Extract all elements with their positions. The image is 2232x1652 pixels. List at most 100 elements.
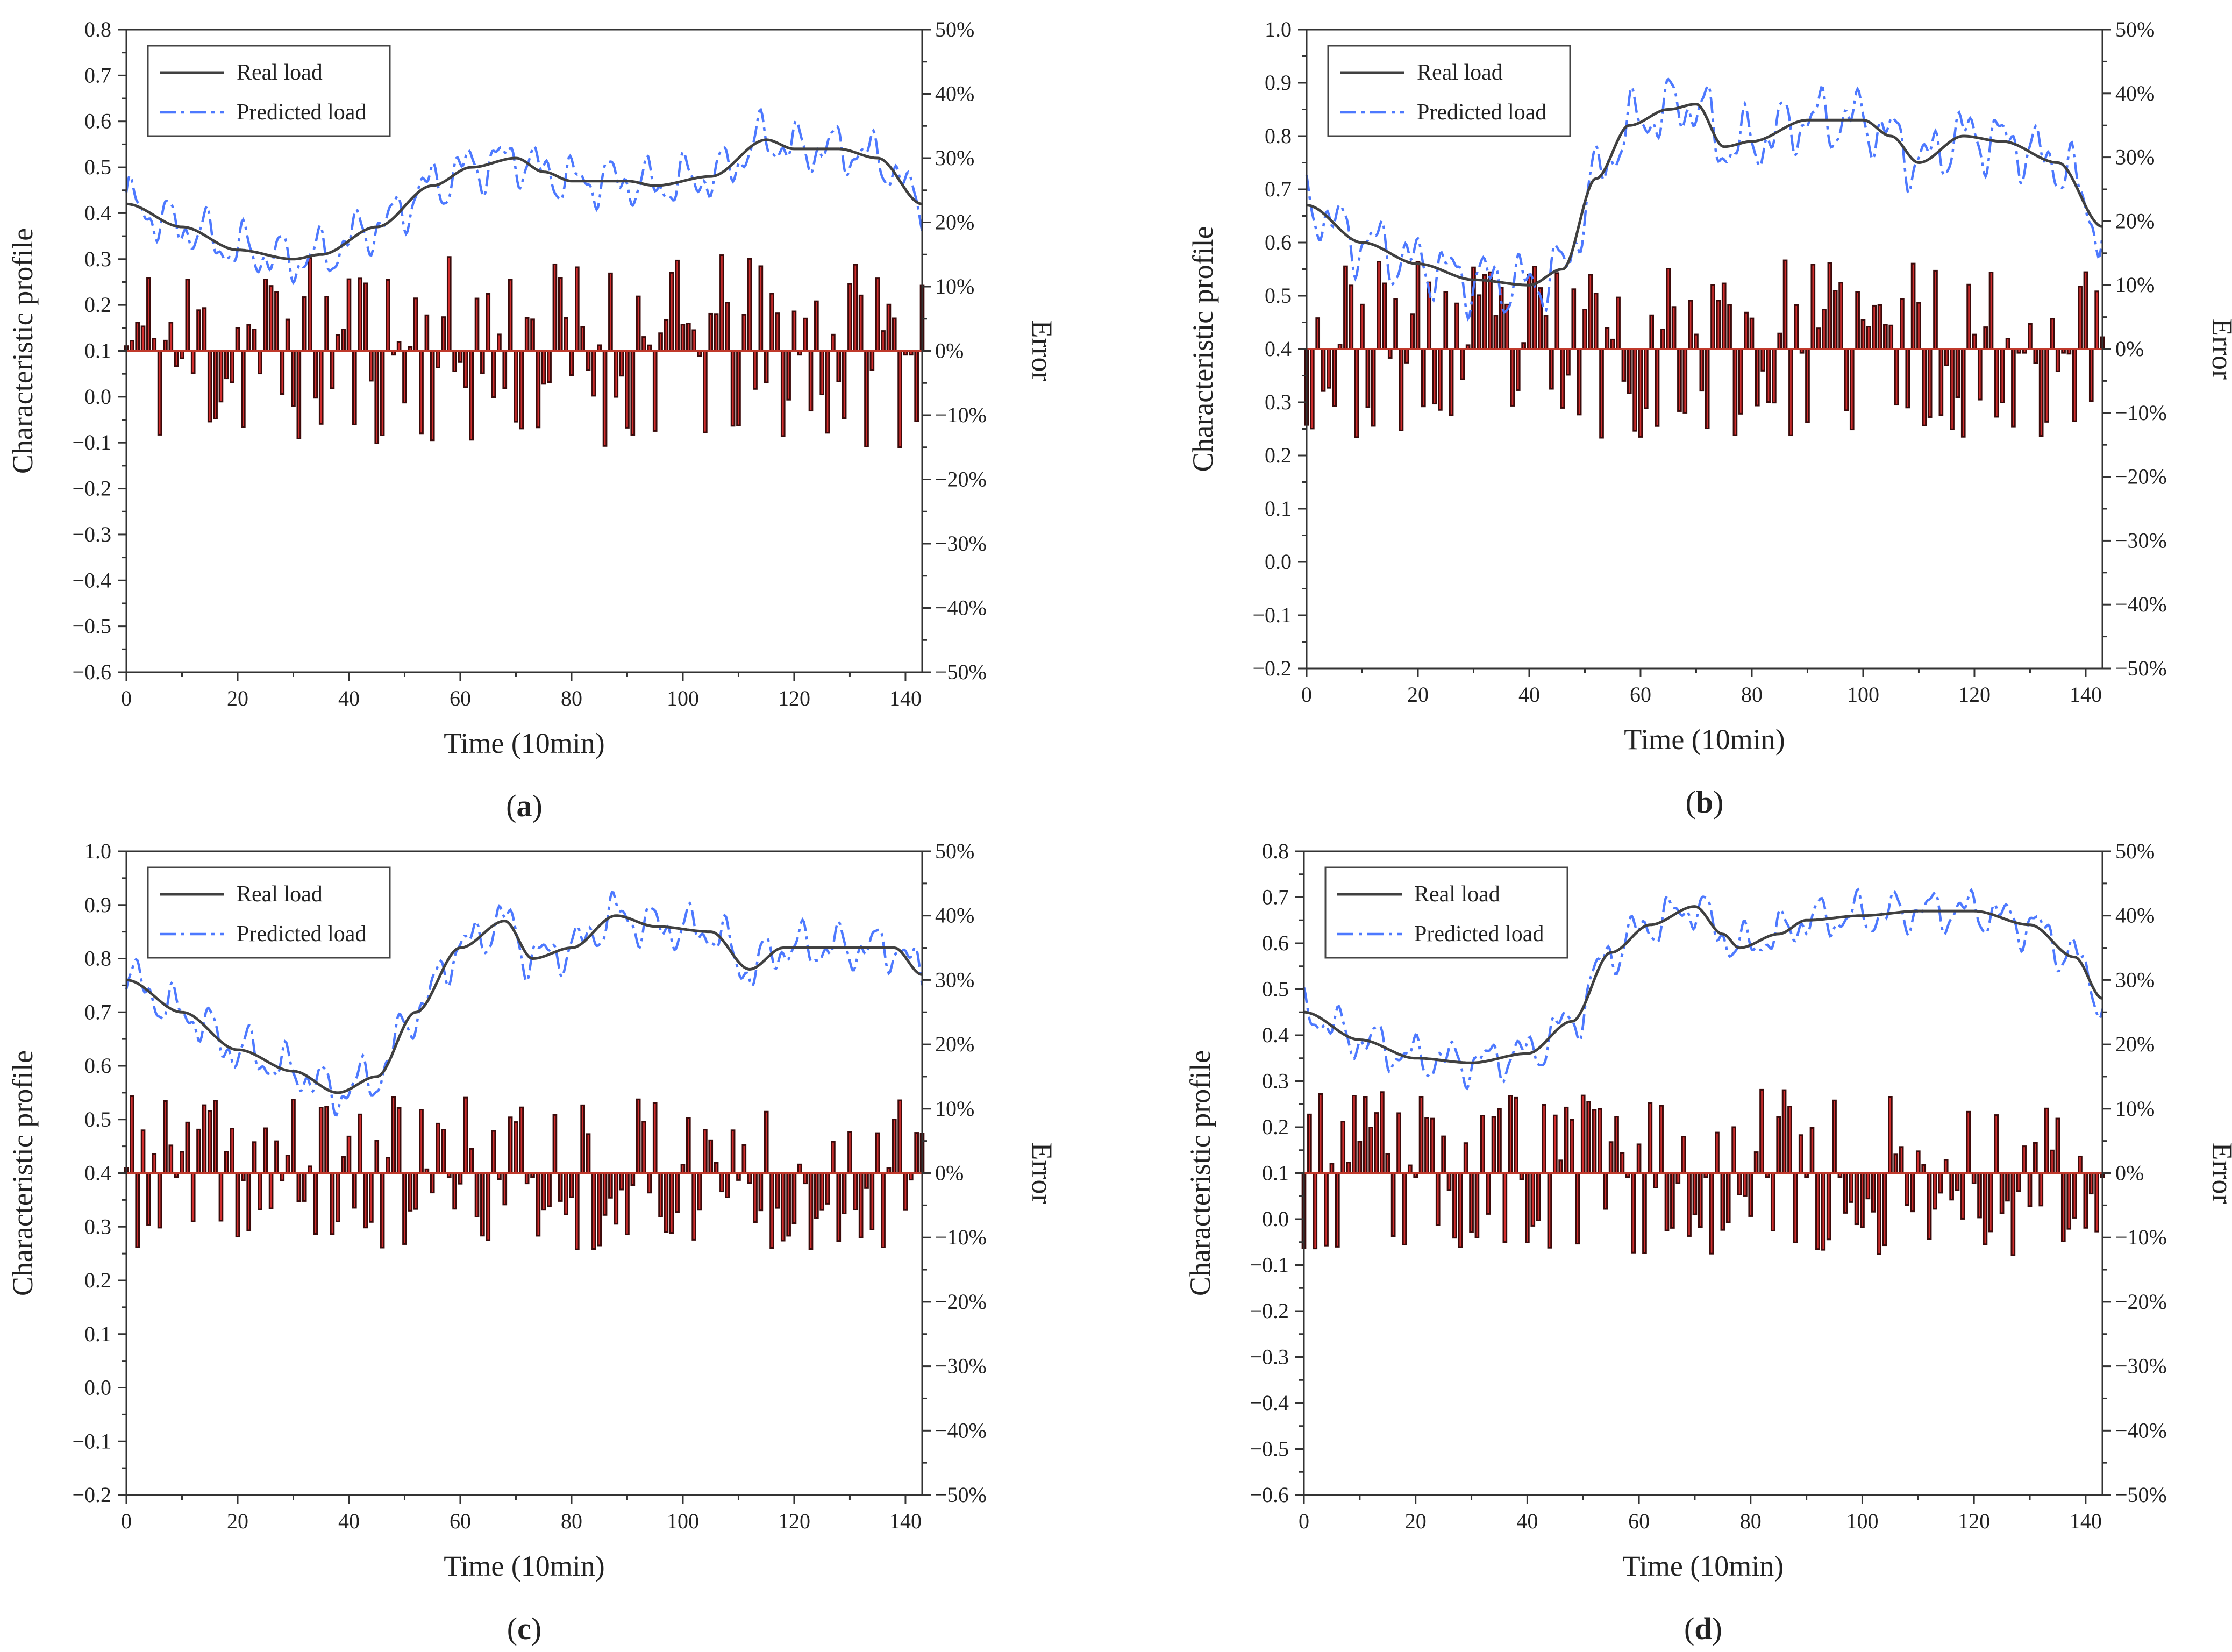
y-axis-right: −50% −40% −30% −20% −10% 0% 10% 20% 30% 40% 50% <box>922 839 987 1507</box>
error-bar <box>725 1172 730 1198</box>
error-bar <box>1671 306 1677 350</box>
error-bar <box>436 350 440 368</box>
error-bar <box>1743 1172 1748 1197</box>
legend: Real load Predicted load <box>147 866 391 959</box>
error-bar <box>163 1100 168 1174</box>
error-bar <box>308 257 312 352</box>
error-bar <box>514 1121 518 1174</box>
error-bar <box>564 1172 568 1215</box>
error-bar <box>630 350 636 436</box>
error-bar <box>597 1172 602 1247</box>
error-bar <box>202 1104 207 1174</box>
error-bar <box>819 350 825 395</box>
error-bar <box>335 1172 340 1222</box>
error-bar <box>881 1172 886 1248</box>
x-tick-label: 80 <box>1740 1509 1762 1533</box>
error-bar <box>1514 1096 1518 1174</box>
error-bar <box>536 350 541 429</box>
error-bar <box>1536 1172 1541 1221</box>
error-bar <box>1732 348 1738 436</box>
error-bar <box>213 350 218 419</box>
error-bar <box>1542 1103 1546 1174</box>
y-tick-label: −0.2 <box>72 476 111 501</box>
error-bar <box>263 1127 268 1174</box>
error-bar <box>1449 348 1454 416</box>
error-bar <box>2010 1172 2016 1256</box>
error-bar <box>636 1098 641 1174</box>
error-bar <box>675 1172 680 1213</box>
legend-box <box>147 866 391 959</box>
y-tick-label: 1.0 <box>84 839 111 863</box>
error-bar <box>886 303 892 352</box>
error-bar <box>580 326 585 352</box>
error-bar <box>1766 348 1771 403</box>
error-bar <box>564 317 568 352</box>
error-bar <box>452 350 457 372</box>
error-bar <box>458 350 463 363</box>
error-bar <box>1938 1172 1943 1194</box>
error-bar <box>741 1144 747 1174</box>
y-axis-left: −0.2 −0.1 0.0 0.1 0.2 0.3 0.4 0.5 0.6 0.7 0.8 0.9 1.… <box>72 839 126 1507</box>
error-bar <box>831 333 836 352</box>
error-bar <box>441 316 446 352</box>
y2-tick-label: 10% <box>2115 273 2155 297</box>
error-bar <box>1949 1172 1954 1201</box>
error-bar <box>1971 1172 1977 1184</box>
y-tick-label: −0.1 <box>1250 1253 1289 1277</box>
error-bar <box>1888 324 1894 350</box>
y2-tick-label: −40% <box>2115 1418 2167 1442</box>
y-tick-label: 0.1 <box>1262 1161 1289 1185</box>
error-bar <box>2044 348 2049 423</box>
error-bar <box>1430 1117 1435 1174</box>
error-bar <box>241 350 246 428</box>
error-bar <box>652 1102 658 1174</box>
error-bar <box>1716 300 1721 350</box>
error-bar <box>1321 348 1326 392</box>
y2-tick-label: −10% <box>2115 1225 2167 1249</box>
error-bar <box>1603 1172 1608 1210</box>
error-bar <box>413 297 418 352</box>
error-bar <box>847 283 852 352</box>
error-bar <box>1821 1172 1826 1251</box>
error-bar <box>1994 348 1999 418</box>
error-bar <box>241 1172 246 1181</box>
error-bar <box>1469 1172 1474 1233</box>
y-tick-label: 0.0 <box>1262 1207 1289 1231</box>
error-bar <box>1368 1127 1373 1174</box>
error-bar <box>274 291 279 352</box>
error-bar <box>1631 1172 1636 1254</box>
error-bar <box>1382 282 1387 350</box>
error-bar <box>2027 1172 2033 1207</box>
error-bar <box>580 1104 585 1174</box>
y-tick-label: 1.0 <box>1265 17 1292 41</box>
error-bar <box>190 350 196 374</box>
error-bar <box>558 277 563 352</box>
y-axis-left: −0.6 −0.5 −0.4 −0.3 −0.2 −0.1 0.0 0.1 0.2 0.3 0.4 0… <box>72 17 126 684</box>
error-bar <box>1827 262 1832 350</box>
x-tick-label: 0 <box>121 686 132 710</box>
error-bar <box>1463 1142 1468 1174</box>
error-bar <box>614 350 619 398</box>
error-bar <box>369 350 374 382</box>
error-bar <box>1488 271 1493 350</box>
y2-tick-label: 50% <box>2115 17 2155 41</box>
y2-tick-label: −20% <box>2115 465 2167 489</box>
legend-box <box>1324 866 1568 959</box>
error-bar <box>730 1129 736 1174</box>
error-bar <box>1822 309 1827 350</box>
error-bar <box>1575 1172 1580 1245</box>
error-bar <box>808 1172 814 1250</box>
legend-label-predicted: Predicted load <box>237 922 366 946</box>
error-bar <box>140 325 146 352</box>
y-tick-label: 0.4 <box>84 201 111 225</box>
error-bar <box>1715 1131 1720 1174</box>
error-bar <box>168 1144 174 1174</box>
error-bar <box>1798 1134 1803 1174</box>
error-bar <box>1648 1102 1653 1174</box>
error-bar <box>2088 1172 2094 1195</box>
error-bar <box>569 1172 574 1198</box>
error-bar <box>1994 1114 1999 1174</box>
legend-label-real: Real load <box>237 60 323 85</box>
error-bar <box>691 329 696 352</box>
